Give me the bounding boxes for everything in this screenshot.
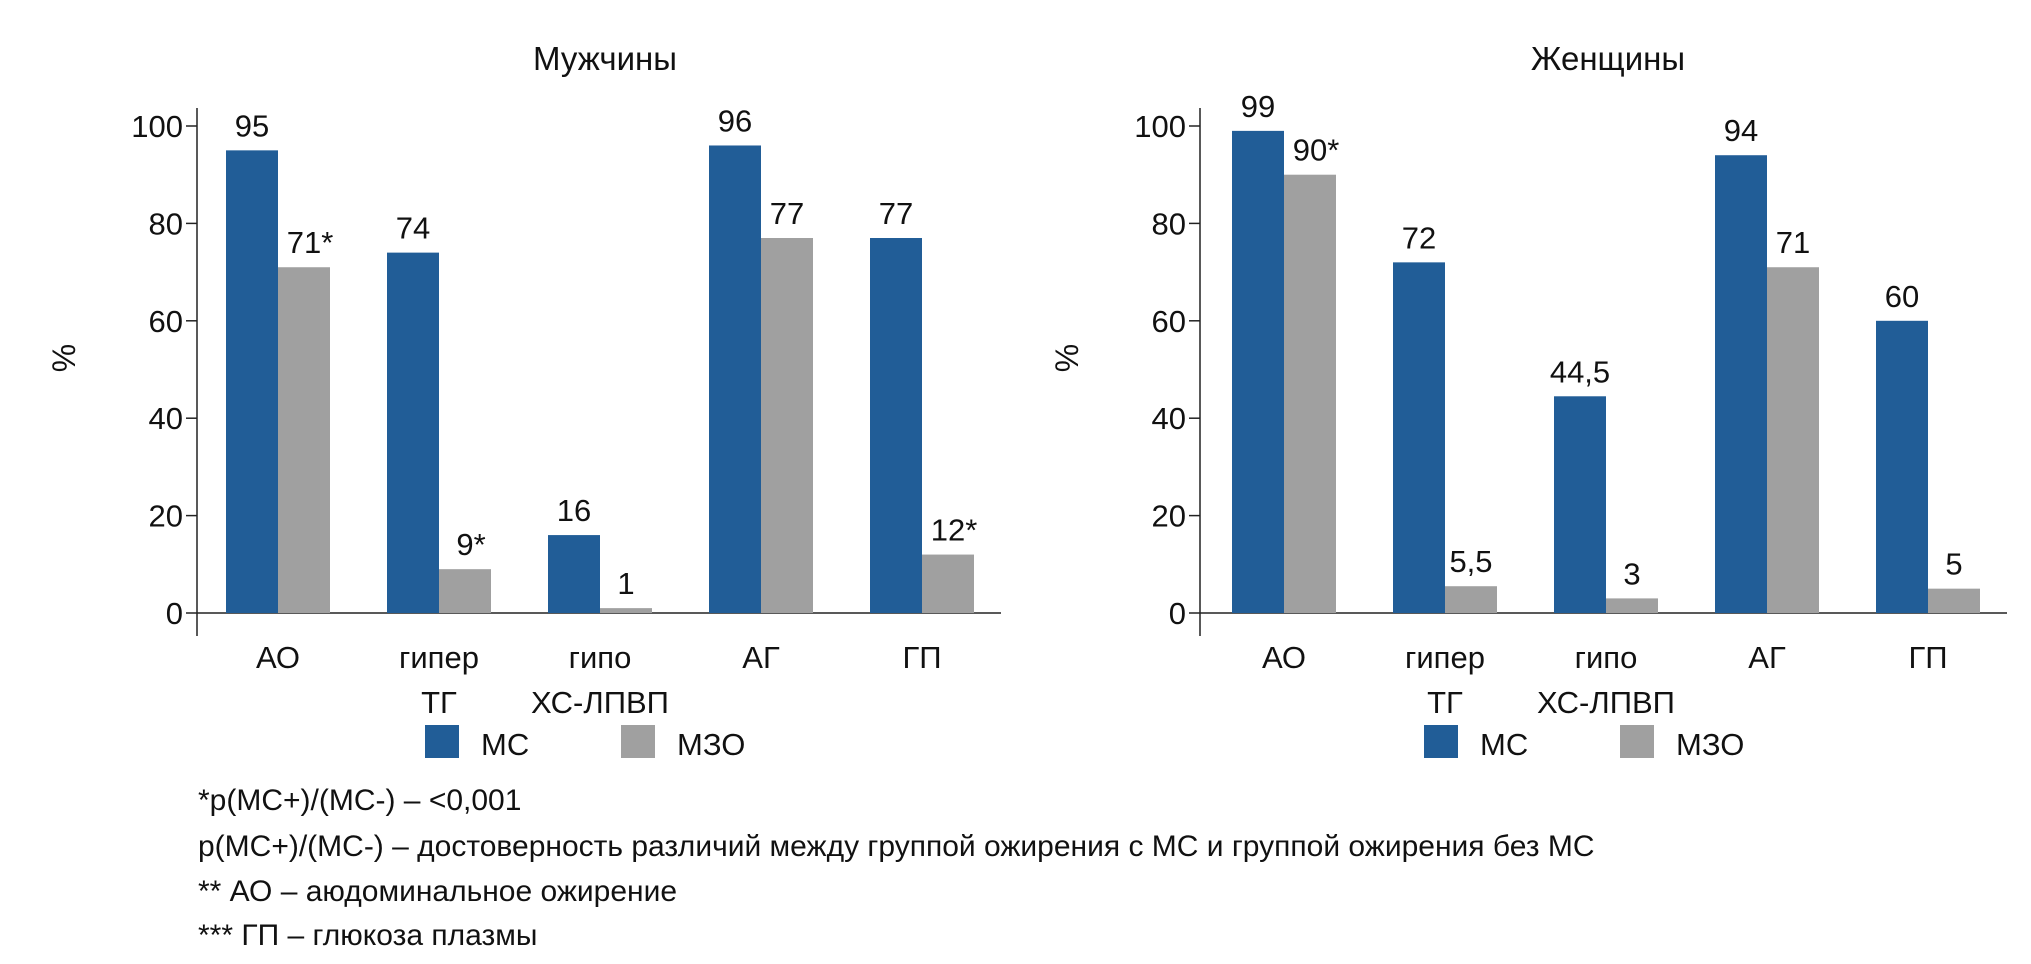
data-label: 77 <box>770 196 804 231</box>
x-tick-label: ХС-ЛПВП <box>1537 685 1675 720</box>
footnote-4: *** ГП – глюкоза плазмы <box>198 919 537 952</box>
data-label: 16 <box>557 493 591 528</box>
footnote-3: ** АО – аюдоминальное ожирение <box>198 875 677 908</box>
data-label: 99 <box>1241 89 1275 124</box>
y-tick-label: 40 <box>149 401 183 436</box>
x-tick-label: гипо <box>1575 640 1638 675</box>
x-tick-label: ГП <box>902 640 941 675</box>
bar-mzo <box>1928 588 1980 613</box>
y-tick-label: 40 <box>1152 401 1186 436</box>
bar-mc <box>870 238 922 613</box>
legend-swatch-mzo <box>1620 725 1654 758</box>
legend-label: МЗО <box>1676 727 1744 762</box>
bar-mzo <box>439 569 491 613</box>
x-tick-label: АГ <box>1748 640 1786 675</box>
footnote-1: *p(МС+)/(МС-) – <0,001 <box>198 784 521 817</box>
data-label: 72 <box>1402 220 1436 255</box>
legend-label: МС <box>481 727 529 762</box>
bar-mzo <box>1445 586 1497 613</box>
x-tick-label: гипер <box>399 640 479 675</box>
data-label: 5,5 <box>1449 544 1492 579</box>
data-label: 1 <box>617 566 634 601</box>
data-label: 12* <box>931 513 978 548</box>
bar-mzo <box>1606 598 1658 613</box>
y-tick-label: 20 <box>1152 499 1186 534</box>
data-label: 71 <box>1776 225 1810 260</box>
bar-mc <box>1715 155 1767 613</box>
legend-label: МС <box>1480 727 1528 762</box>
data-label: 5 <box>1945 547 1962 582</box>
x-tick-label: АО <box>1262 640 1306 675</box>
y-tick-label: 20 <box>149 499 183 534</box>
data-label: 90* <box>1293 133 1340 168</box>
y-tick-label: 80 <box>1152 206 1186 241</box>
data-label: 9* <box>456 527 485 562</box>
chart-men: Мужчины% 0 20 40 60 80 100 95 71* АО 74 9* гипер ТГ 16… <box>46 40 1001 762</box>
bar-mzo <box>600 608 652 613</box>
x-tick-label: ХС-ЛПВП <box>531 685 669 720</box>
footnote-2: p(МС+)/(МС-) – достоверность различий ме… <box>198 830 1594 863</box>
bar-mzo <box>278 267 330 613</box>
x-tick-label: ТГ <box>1427 685 1463 720</box>
y-tick-label: 0 <box>1169 596 1186 631</box>
x-tick-label: гипер <box>1405 640 1485 675</box>
chart-title: Женщины <box>1531 40 1685 77</box>
bar-mzo <box>922 554 974 613</box>
x-tick-label: АГ <box>742 640 780 675</box>
bar-mc <box>548 535 600 613</box>
bar-mzo <box>1767 267 1819 613</box>
y-tick-label: 100 <box>1134 109 1186 144</box>
data-label: 95 <box>235 108 269 143</box>
y-tick-label: 60 <box>149 304 183 339</box>
bar-mc <box>1393 262 1445 613</box>
y-tick-label: 60 <box>1152 304 1186 339</box>
y-axis-label: % <box>1049 344 1085 372</box>
legend-swatch-mc <box>425 725 459 758</box>
data-label: 96 <box>718 103 752 138</box>
data-label: 44,5 <box>1550 354 1610 389</box>
data-label: 77 <box>879 196 913 231</box>
x-tick-label: гипо <box>569 640 632 675</box>
x-tick-label: ГП <box>1908 640 1947 675</box>
data-label: 94 <box>1724 113 1758 148</box>
y-axis-label: % <box>46 344 82 372</box>
bar-mc <box>226 150 278 613</box>
data-label: 74 <box>396 211 430 246</box>
y-tick-label: 0 <box>166 596 183 631</box>
bar-mc <box>1554 396 1606 613</box>
data-label: 3 <box>1623 556 1640 591</box>
legend-swatch-mzo <box>621 725 655 758</box>
y-tick-label: 80 <box>149 206 183 241</box>
bar-mc <box>1876 320 1928 613</box>
chart-women: Женщины% 0 20 40 60 80 100 99 90* АО 72 5,5 гипер ТГ 4… <box>1049 40 2007 762</box>
data-label: 60 <box>1885 279 1919 314</box>
bar-mzo <box>761 238 813 613</box>
legend-label: МЗО <box>677 727 745 762</box>
data-label: 71* <box>287 225 334 260</box>
legend-swatch-mc <box>1424 725 1458 758</box>
bar-mc <box>709 145 761 614</box>
y-tick-label: 100 <box>131 109 183 144</box>
chart-title: Мужчины <box>533 40 677 77</box>
footnotes: *p(МС+)/(МС-) – <0,001 p(МС+)/(МС-) – до… <box>198 784 1594 952</box>
bar-mc <box>1232 130 1284 613</box>
x-tick-label: АО <box>256 640 300 675</box>
x-tick-label: ТГ <box>421 685 457 720</box>
bar-mzo <box>1284 174 1336 613</box>
bar-mc <box>387 252 439 613</box>
